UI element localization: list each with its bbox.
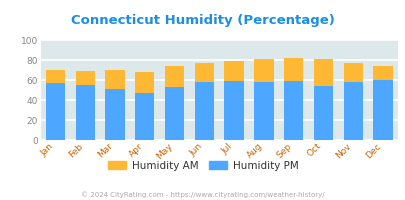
Bar <box>75 85 95 140</box>
Bar <box>164 66 184 87</box>
Bar <box>105 89 124 140</box>
Bar <box>164 87 184 140</box>
Bar <box>135 93 154 140</box>
Bar <box>313 59 333 86</box>
Bar <box>46 83 65 140</box>
Bar <box>284 58 303 81</box>
Bar <box>284 81 303 140</box>
Bar <box>343 63 362 82</box>
Bar <box>254 82 273 140</box>
Bar <box>46 70 65 83</box>
Bar <box>313 86 333 140</box>
Bar <box>224 81 243 140</box>
Bar <box>224 61 243 81</box>
Bar <box>254 59 273 82</box>
Bar <box>373 80 392 140</box>
Legend: Humidity AM, Humidity PM: Humidity AM, Humidity PM <box>103 156 302 175</box>
Bar <box>135 72 154 93</box>
Bar <box>343 82 362 140</box>
Bar <box>75 71 95 85</box>
Bar <box>194 82 213 140</box>
Bar <box>194 63 213 82</box>
Text: Connecticut Humidity (Percentage): Connecticut Humidity (Percentage) <box>71 14 334 27</box>
Bar <box>373 66 392 80</box>
Bar <box>105 70 124 89</box>
Text: © 2024 CityRating.com - https://www.cityrating.com/weather-history/: © 2024 CityRating.com - https://www.city… <box>81 191 324 198</box>
